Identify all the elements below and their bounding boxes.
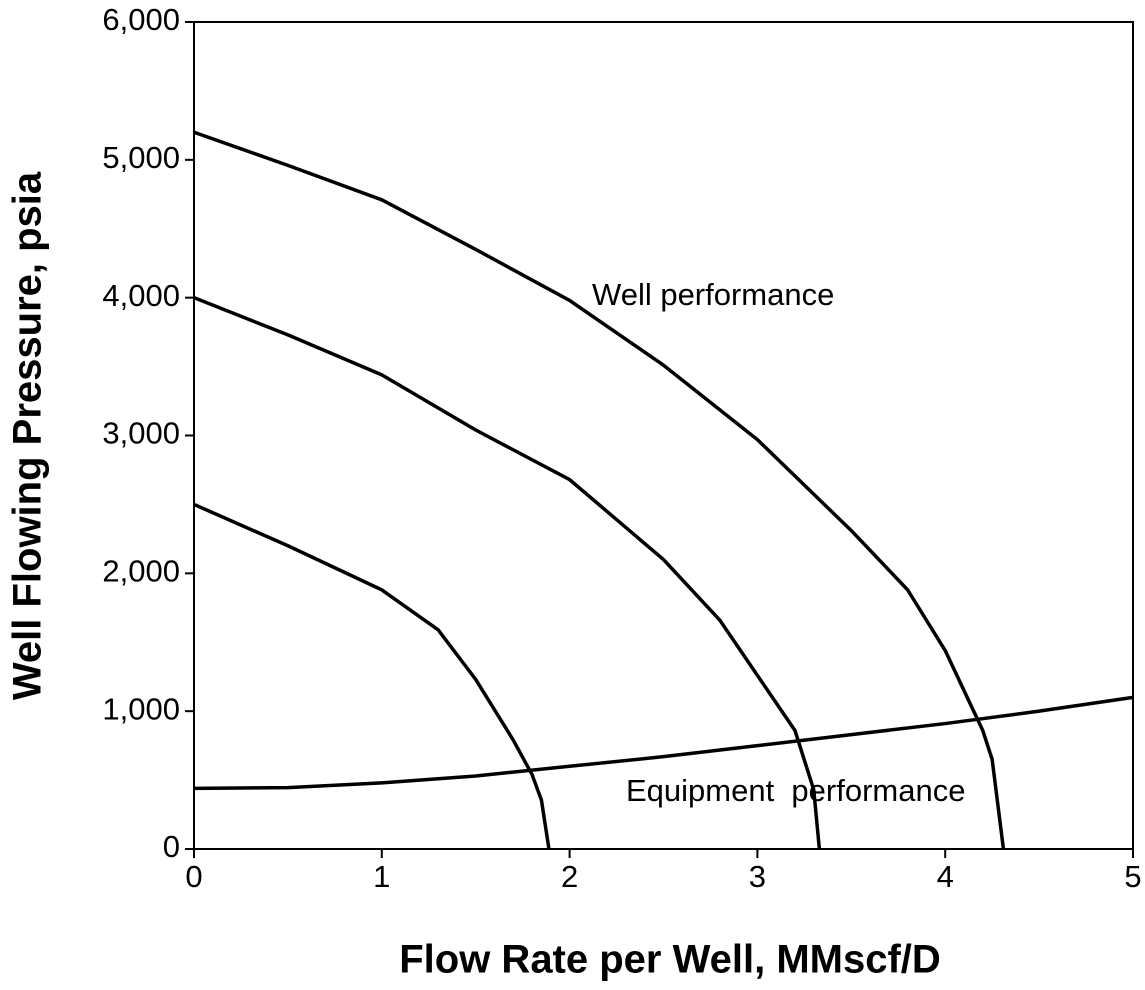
annotation: Equipment performance	[626, 773, 965, 808]
x-tick-label: 2	[561, 859, 578, 894]
y-tick-label: 6,000	[102, 2, 180, 37]
y-tick-label: 3,000	[102, 416, 180, 451]
curve	[193, 502, 551, 850]
curve	[193, 695, 1134, 791]
x-tick-label: 0	[185, 859, 202, 894]
x-tick-label: 3	[749, 859, 766, 894]
y-tick-label: 2,000	[102, 554, 180, 589]
plot-frame	[193, 21, 1134, 850]
y-tick-label: 5,000	[102, 140, 180, 175]
curve	[193, 130, 1006, 850]
y-tick-label: 0	[163, 829, 180, 864]
y-tick-label: 4,000	[102, 278, 180, 313]
annotation: Well performance	[592, 277, 834, 312]
curve	[193, 296, 822, 850]
x-tick-label: 1	[373, 859, 390, 894]
x-axis-title: Flow Rate per Well, MMscf/D	[399, 938, 941, 982]
x-tick-label: 4	[937, 859, 954, 894]
x-tick-label: 5	[1124, 859, 1141, 894]
y-tick-label: 1,000	[102, 691, 180, 726]
y-axis-title: Well Flowing Pressure, psia	[6, 171, 50, 700]
